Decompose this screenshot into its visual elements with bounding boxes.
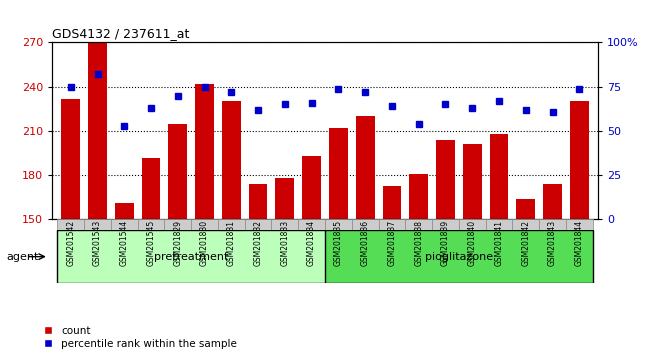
- FancyBboxPatch shape: [218, 219, 244, 230]
- FancyBboxPatch shape: [406, 219, 432, 230]
- Bar: [249, 184, 267, 354]
- Bar: [383, 185, 401, 354]
- FancyBboxPatch shape: [164, 219, 191, 230]
- FancyBboxPatch shape: [378, 219, 406, 230]
- Text: GSM201834: GSM201834: [307, 220, 316, 266]
- FancyBboxPatch shape: [512, 219, 539, 230]
- FancyBboxPatch shape: [566, 219, 593, 230]
- Text: GSM201833: GSM201833: [280, 220, 289, 266]
- Text: GDS4132 / 237611_at: GDS4132 / 237611_at: [52, 27, 189, 40]
- Text: GSM201838: GSM201838: [414, 220, 423, 266]
- FancyBboxPatch shape: [298, 219, 325, 230]
- Bar: [88, 42, 107, 354]
- Text: GSM201543: GSM201543: [93, 220, 102, 266]
- Bar: [115, 203, 134, 354]
- Text: GSM201836: GSM201836: [361, 220, 370, 266]
- FancyBboxPatch shape: [272, 219, 298, 230]
- Bar: [222, 102, 240, 354]
- Text: GSM201542: GSM201542: [66, 220, 75, 266]
- FancyBboxPatch shape: [244, 219, 272, 230]
- Bar: [543, 184, 562, 354]
- Bar: [168, 124, 187, 354]
- FancyBboxPatch shape: [325, 219, 352, 230]
- Bar: [142, 158, 161, 354]
- Text: GSM201843: GSM201843: [548, 220, 557, 266]
- Text: GSM201837: GSM201837: [387, 220, 396, 266]
- Text: GSM201840: GSM201840: [468, 220, 476, 266]
- FancyBboxPatch shape: [57, 219, 84, 230]
- Text: GSM201831: GSM201831: [227, 220, 236, 266]
- Text: pioglitazone: pioglitazone: [424, 252, 493, 262]
- FancyBboxPatch shape: [539, 219, 566, 230]
- Legend: count, percentile rank within the sample: count, percentile rank within the sample: [44, 326, 237, 349]
- Bar: [436, 140, 455, 354]
- Bar: [410, 174, 428, 354]
- FancyBboxPatch shape: [138, 219, 164, 230]
- Bar: [516, 199, 535, 354]
- Bar: [57, 230, 325, 283]
- Text: GSM201835: GSM201835: [334, 220, 343, 266]
- Bar: [61, 98, 80, 354]
- FancyBboxPatch shape: [352, 219, 378, 230]
- FancyBboxPatch shape: [486, 219, 512, 230]
- Bar: [489, 134, 508, 354]
- Text: GSM201842: GSM201842: [521, 220, 530, 266]
- Bar: [463, 144, 482, 354]
- FancyBboxPatch shape: [459, 219, 486, 230]
- Bar: [329, 128, 348, 354]
- FancyBboxPatch shape: [432, 219, 459, 230]
- FancyBboxPatch shape: [111, 219, 138, 230]
- Text: GSM201839: GSM201839: [441, 220, 450, 266]
- Text: GSM201832: GSM201832: [254, 220, 263, 266]
- Bar: [570, 102, 589, 354]
- Text: GSM201544: GSM201544: [120, 220, 129, 266]
- Text: GSM201830: GSM201830: [200, 220, 209, 266]
- Bar: [356, 116, 374, 354]
- Bar: [302, 156, 321, 354]
- Text: GSM201829: GSM201829: [174, 220, 182, 266]
- Text: agent: agent: [6, 252, 39, 262]
- Bar: [195, 84, 214, 354]
- Text: GSM201841: GSM201841: [495, 220, 504, 266]
- Text: pretreatment: pretreatment: [154, 252, 228, 262]
- FancyBboxPatch shape: [84, 219, 111, 230]
- Text: GSM201844: GSM201844: [575, 220, 584, 266]
- Bar: [325, 230, 593, 283]
- FancyBboxPatch shape: [191, 219, 218, 230]
- Text: GSM201545: GSM201545: [146, 220, 155, 266]
- Bar: [276, 178, 294, 354]
